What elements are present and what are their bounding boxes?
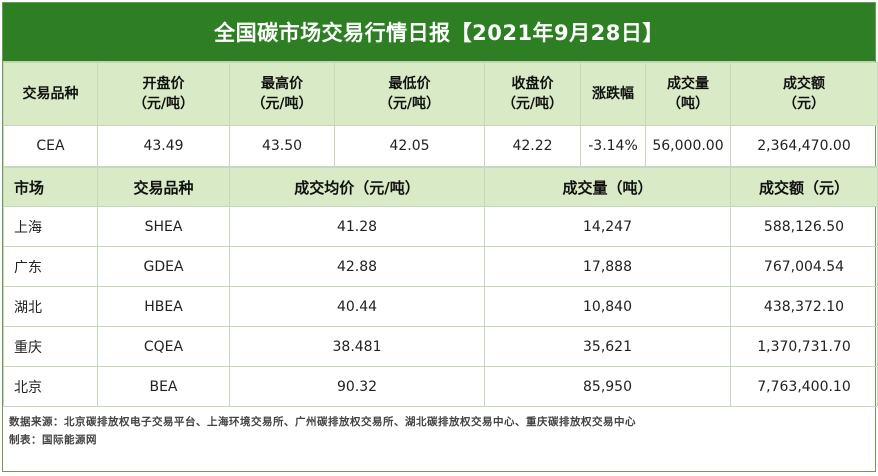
header-high: 最高价 （元/吨） — [229, 62, 335, 126]
cell-volume: 10,840 — [484, 286, 731, 327]
cell-avg-price: 41.28 — [229, 206, 485, 247]
table-row: 重庆 CQEA 38.481 35,621 1,370,731.70 — [3, 326, 878, 367]
report-title: 全国碳市场交易行情日报【2021年9月28日】 — [3, 3, 875, 62]
header-variety-2: 交易品种 — [97, 167, 230, 207]
header-market: 市场 — [3, 167, 98, 207]
footer-notes: 数据来源：北京碳排放权电子交易平台、上海环境交易所、广州碳排放权交易所、湖北碳排… — [3, 407, 875, 449]
cell-avg-price: 38.481 — [229, 326, 485, 367]
header-volume: 成交量 （吨） — [645, 62, 731, 126]
header-close-unit: （元/吨） — [501, 96, 564, 112]
header-high-text: 最高价 — [261, 76, 303, 92]
header-variety-text: 交易品种 — [22, 86, 79, 102]
cell-amount: 7,763,400.10 — [730, 366, 878, 407]
header-volume-2: 成交量（吨） — [484, 167, 731, 207]
cell-variety: BEA — [97, 366, 230, 407]
header-high-unit: （元/吨） — [251, 96, 313, 112]
cell-amount: 1,370,731.70 — [730, 326, 878, 367]
header-low-unit: （元/吨） — [378, 96, 441, 112]
header-variety: 交易品种 — [3, 62, 98, 126]
producer-note: 制表：国际能源网 — [9, 434, 97, 446]
header-open-text: 开盘价 — [142, 76, 185, 92]
header-open-unit: （元/吨） — [132, 96, 195, 112]
header-low: 最低价 （元/吨） — [334, 62, 485, 126]
national-header-row: 交易品种 开盘价 （元/吨） 最高价 （元/吨） 最低价 （元/吨） 收盘价 （元/吨）… — [3, 62, 878, 126]
header-close: 收盘价 （元/吨） — [484, 62, 581, 126]
table-row: 北京 BEA 90.32 85,950 7,763,400.10 — [3, 366, 878, 407]
cell-avg-price: 42.88 — [229, 246, 485, 287]
cell-volume: 14,247 — [484, 206, 731, 247]
header-change-text: 涨跌幅 — [592, 86, 634, 102]
cell-market: 重庆 — [3, 326, 98, 367]
table-row: 广东 GDEA 42.88 17,888 767,004.54 — [3, 246, 878, 287]
cell-high: 43.50 — [229, 125, 335, 167]
cell-variety: CEA — [3, 125, 98, 167]
data-source-note: 数据来源：北京碳排放权电子交易平台、上海环境交易所、广州碳排放权交易所、湖北碳排… — [9, 416, 636, 428]
cell-variety: SHEA — [97, 206, 230, 247]
regional-market-table: 市场 交易品种 成交均价（元/吨） 成交量（吨） 成交额（元） 上海 SHEA … — [3, 167, 878, 407]
cell-amount: 438,372.10 — [730, 286, 878, 327]
cell-variety: GDEA — [97, 246, 230, 287]
header-amount-2: 成交额（元） — [730, 167, 878, 207]
cell-market: 北京 — [3, 366, 98, 407]
cell-market: 广东 — [3, 246, 98, 287]
national-market-table: 交易品种 开盘价 （元/吨） 最高价 （元/吨） 最低价 （元/吨） 收盘价 （元/吨）… — [3, 62, 878, 167]
cell-amount: 588,126.50 — [730, 206, 878, 247]
header-open: 开盘价 （元/吨） — [97, 62, 230, 126]
cell-volume: 85,950 — [484, 366, 731, 407]
cell-change: -3.14% — [580, 125, 646, 167]
header-amount-text: 成交额 — [783, 76, 825, 92]
cell-volume: 35,621 — [484, 326, 731, 367]
header-change: 涨跌幅 — [580, 62, 646, 126]
header-close-text: 收盘价 — [511, 76, 554, 92]
table-row: 湖北 HBEA 40.44 10,840 438,372.10 — [3, 286, 878, 327]
cell-volume: 56,000.00 — [645, 125, 731, 167]
cell-market: 湖北 — [3, 286, 98, 327]
cell-variety: HBEA — [97, 286, 230, 327]
header-avg-price: 成交均价（元/吨） — [229, 167, 485, 207]
cell-amount: 2,364,470.00 — [730, 125, 878, 167]
header-volume-text: 成交量 — [667, 76, 709, 92]
cell-open: 43.49 — [97, 125, 230, 167]
header-low-text: 最低价 — [388, 76, 431, 92]
cell-volume: 17,888 — [484, 246, 731, 287]
cell-close: 42.22 — [484, 125, 581, 167]
cell-avg-price: 40.44 — [229, 286, 485, 327]
header-amount: 成交额 （元） — [730, 62, 878, 126]
cell-market: 上海 — [3, 206, 98, 247]
cell-low: 42.05 — [334, 125, 485, 167]
cell-avg-price: 90.32 — [229, 366, 485, 407]
regional-header-row: 市场 交易品种 成交均价（元/吨） 成交量（吨） 成交额（元） — [3, 167, 878, 207]
table-row: 上海 SHEA 41.28 14,247 588,126.50 — [3, 206, 878, 247]
cell-amount: 767,004.54 — [730, 246, 878, 287]
header-amount-unit: （元） — [783, 96, 825, 112]
national-data-row: CEA 43.49 43.50 42.05 42.22 -3.14% 56,00… — [3, 125, 878, 167]
header-volume-unit: （吨） — [667, 96, 709, 112]
cell-variety: CQEA — [97, 326, 230, 367]
